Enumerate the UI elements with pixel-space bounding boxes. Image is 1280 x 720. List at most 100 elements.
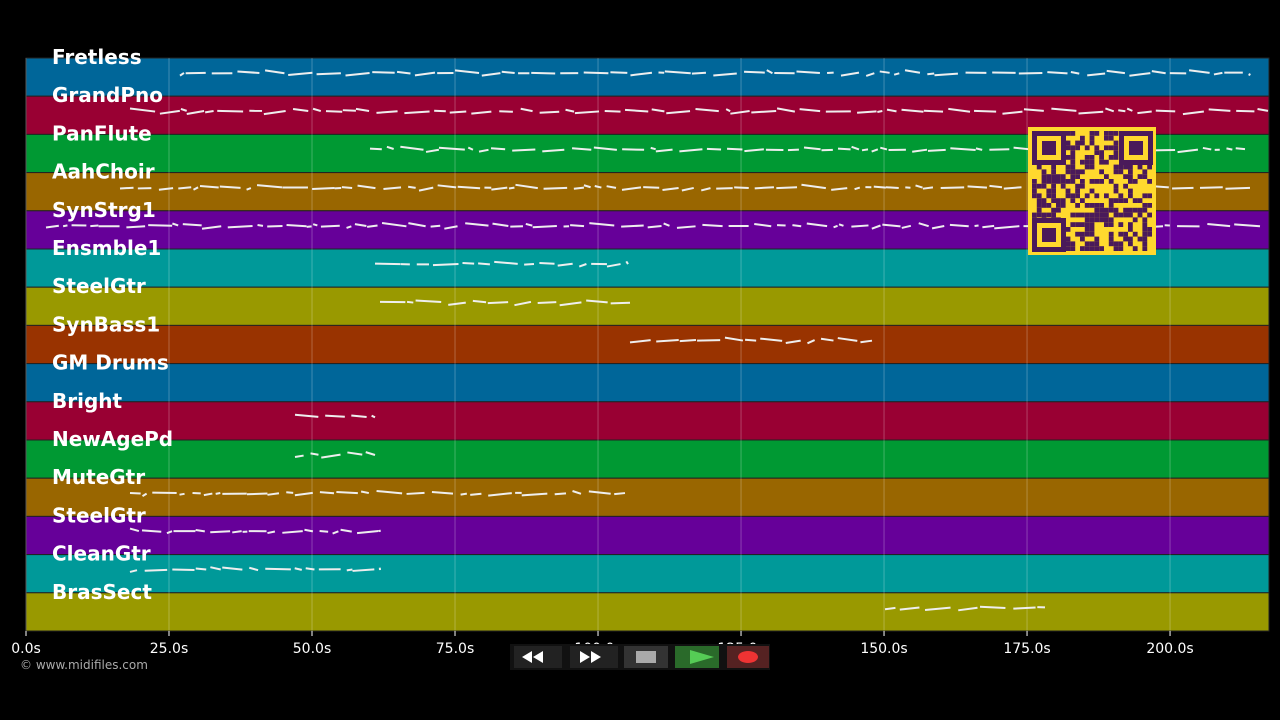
note bbox=[994, 225, 1020, 230]
note bbox=[316, 72, 341, 76]
forward-button[interactable] bbox=[570, 646, 618, 668]
note bbox=[414, 71, 436, 77]
note bbox=[588, 490, 611, 495]
note bbox=[294, 567, 303, 571]
note bbox=[796, 70, 820, 74]
track-name: NewAgePd bbox=[52, 427, 173, 451]
note bbox=[676, 225, 696, 229]
note bbox=[973, 109, 997, 113]
note bbox=[655, 148, 673, 153]
note bbox=[246, 492, 268, 496]
note bbox=[583, 184, 591, 189]
note bbox=[62, 224, 68, 228]
note bbox=[406, 300, 414, 304]
note bbox=[578, 263, 587, 268]
x-tick-label: 0.0s bbox=[11, 641, 41, 657]
note bbox=[408, 222, 426, 228]
note bbox=[1106, 69, 1126, 75]
track-band bbox=[25, 363, 1270, 403]
note bbox=[430, 224, 441, 228]
note bbox=[521, 492, 548, 497]
note bbox=[1248, 73, 1251, 77]
note bbox=[1129, 72, 1151, 77]
note bbox=[356, 530, 379, 535]
note bbox=[1155, 109, 1176, 113]
note bbox=[539, 262, 555, 265]
note bbox=[744, 148, 764, 153]
note bbox=[462, 261, 475, 265]
note bbox=[492, 222, 509, 227]
note bbox=[537, 301, 557, 304]
note bbox=[621, 224, 644, 228]
note bbox=[371, 414, 376, 419]
note bbox=[360, 490, 370, 495]
note bbox=[924, 606, 951, 611]
note bbox=[215, 492, 221, 495]
note bbox=[860, 339, 873, 344]
note bbox=[179, 72, 185, 77]
note bbox=[210, 566, 221, 571]
note bbox=[1137, 110, 1152, 115]
note bbox=[386, 145, 394, 150]
note bbox=[172, 568, 195, 572]
note bbox=[1013, 606, 1036, 610]
note bbox=[267, 530, 276, 535]
note bbox=[700, 187, 711, 192]
note bbox=[837, 147, 851, 151]
note bbox=[472, 299, 487, 304]
note bbox=[366, 224, 378, 228]
note bbox=[643, 186, 660, 189]
note bbox=[494, 260, 518, 265]
note bbox=[586, 299, 608, 304]
note bbox=[989, 184, 1003, 189]
note bbox=[614, 492, 626, 496]
record-button[interactable] bbox=[727, 646, 769, 668]
note bbox=[340, 528, 352, 533]
note bbox=[851, 145, 860, 151]
note bbox=[119, 186, 134, 190]
track-name: CleanGtr bbox=[52, 542, 151, 566]
note bbox=[312, 223, 318, 227]
transport-controls bbox=[510, 644, 770, 670]
note bbox=[1208, 108, 1231, 112]
note bbox=[751, 109, 777, 114]
note bbox=[465, 222, 489, 227]
note bbox=[319, 529, 329, 533]
note bbox=[901, 224, 912, 229]
note bbox=[799, 108, 821, 113]
note bbox=[880, 146, 888, 151]
note bbox=[1226, 147, 1233, 151]
note bbox=[478, 148, 489, 153]
note bbox=[893, 72, 900, 76]
note bbox=[490, 147, 506, 151]
note bbox=[404, 110, 430, 115]
note bbox=[470, 492, 482, 496]
note bbox=[664, 70, 691, 75]
note bbox=[837, 337, 858, 342]
note bbox=[341, 186, 353, 189]
note bbox=[1051, 107, 1077, 112]
note bbox=[539, 110, 560, 114]
note bbox=[838, 223, 844, 227]
play-button[interactable] bbox=[675, 646, 719, 668]
note bbox=[706, 147, 722, 151]
note bbox=[606, 263, 621, 268]
note bbox=[663, 222, 670, 227]
note bbox=[606, 185, 617, 189]
note bbox=[249, 566, 259, 572]
note bbox=[1234, 223, 1261, 228]
note bbox=[524, 263, 535, 266]
note bbox=[460, 492, 468, 496]
note bbox=[679, 148, 703, 153]
rewind-button[interactable] bbox=[514, 646, 562, 668]
note bbox=[922, 186, 934, 190]
note bbox=[807, 339, 816, 345]
note bbox=[610, 71, 628, 74]
stop-button[interactable] bbox=[624, 646, 668, 668]
note bbox=[222, 566, 243, 571]
note bbox=[320, 224, 340, 228]
note bbox=[178, 186, 192, 190]
note bbox=[695, 107, 719, 113]
track-name: SteelGtr bbox=[52, 503, 146, 527]
note bbox=[989, 148, 1010, 151]
